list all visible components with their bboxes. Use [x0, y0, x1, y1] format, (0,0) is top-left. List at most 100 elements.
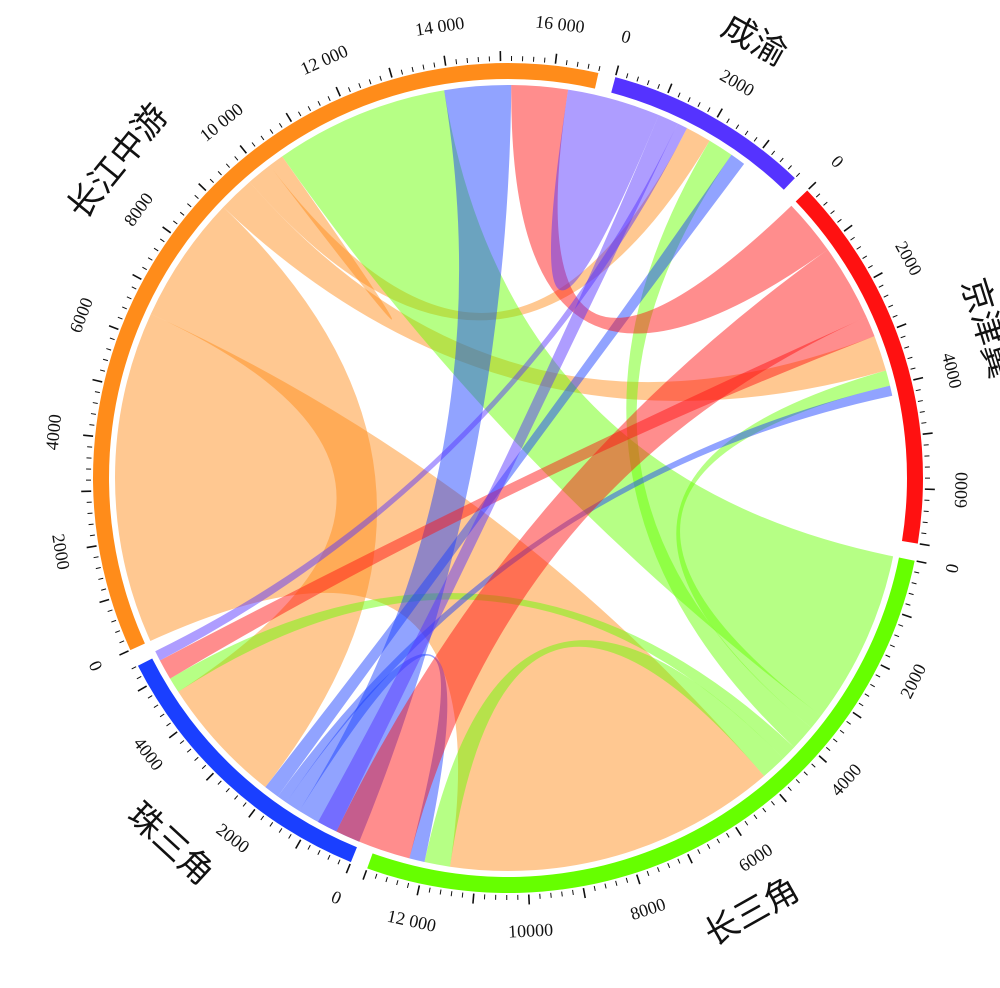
tick-mark [159, 713, 165, 718]
ribbon-6 [676, 370, 890, 728]
ribbon-0 [115, 313, 765, 871]
tick-mark [278, 828, 283, 833]
tick-mark [455, 59, 458, 65]
tick-mark [107, 609, 113, 613]
tick-mark [94, 391, 100, 394]
tick-mark [744, 820, 749, 826]
tick-mark [894, 634, 900, 638]
tick-mark [388, 67, 393, 78]
tick-mark [242, 802, 247, 807]
tick-mark [98, 577, 104, 580]
tick-mark [317, 100, 321, 106]
tick-mark [697, 849, 701, 855]
tick-mark [635, 874, 641, 885]
tick-mark [234, 795, 239, 800]
tick-mark [406, 882, 410, 888]
tick-mark [186, 748, 192, 753]
tick-mark [358, 83, 362, 89]
tick-mark [862, 255, 868, 259]
tick-mark [914, 571, 920, 574]
tick-mark [911, 582, 917, 585]
tick-mark [269, 129, 274, 134]
tick-mark [307, 844, 311, 850]
tick-mark [677, 92, 681, 98]
tick-mark [864, 693, 870, 697]
tick-mark [744, 130, 749, 136]
tick-mark [136, 676, 142, 680]
tick-mark [217, 171, 222, 176]
tick-mark [875, 674, 881, 678]
ribbon-1 [150, 207, 377, 788]
tick-mark [89, 534, 95, 537]
tick-mark [416, 885, 421, 896]
tick-mark [239, 144, 248, 154]
tick-mark [450, 891, 453, 897]
tick-mark [576, 61, 579, 67]
tick-mark [297, 111, 302, 117]
tick-mark [83, 434, 94, 437]
tick-mark [307, 106, 311, 111]
tick-mark [122, 306, 127, 310]
tick-mark [636, 76, 639, 82]
tick-mark [904, 346, 910, 349]
tick-mark [830, 210, 835, 215]
tick-mark [92, 378, 103, 383]
tick-mark [913, 376, 924, 381]
tick-mark [707, 107, 711, 113]
tick-mark [260, 815, 265, 821]
tick-label: 16 000 [534, 11, 585, 37]
tick-mark [823, 201, 828, 206]
tick-mark [278, 123, 283, 128]
tick-mark [554, 53, 558, 64]
tick-mark [179, 740, 185, 745]
segment-name-3: 长三角 [698, 870, 807, 955]
tick-mark [368, 79, 372, 85]
tick-mark [582, 887, 587, 899]
tick-mark [898, 624, 904, 627]
tick-mark [396, 880, 399, 886]
tick-mark [159, 238, 165, 243]
tick-mark [147, 695, 153, 699]
tick-mark [117, 316, 123, 320]
tick-label: 8000 [120, 189, 157, 230]
tick-label: 14 000 [414, 13, 466, 40]
tick-mark [173, 220, 178, 225]
tick-mark [345, 863, 351, 874]
tick-mark [205, 772, 215, 781]
tick-mark [919, 543, 930, 547]
ribbon-10 [299, 85, 512, 842]
tick-mark [102, 358, 109, 362]
tick-mark [131, 666, 137, 670]
tick-mark [168, 731, 178, 739]
tick-mark [108, 325, 119, 331]
tick-mark [95, 567, 101, 570]
tick-mark [194, 194, 199, 199]
tick-mark [147, 257, 153, 261]
tick-mark [915, 389, 921, 392]
tick-mark [795, 779, 800, 784]
tick-mark [269, 822, 274, 827]
tick-mark [348, 87, 351, 93]
tick-mark [646, 80, 650, 86]
tick-mark [787, 786, 792, 792]
tick-mark [716, 108, 723, 118]
tick-mark [707, 843, 711, 849]
tick-mark [109, 337, 115, 341]
tick-mark [198, 183, 207, 192]
tick-mark [657, 867, 660, 873]
ribbon-14 [511, 85, 828, 334]
tick-mark [225, 787, 230, 793]
tick-mark [260, 135, 265, 141]
segment-name-4: 珠三角 [119, 795, 221, 894]
tick-mark [856, 246, 862, 250]
tick-mark [598, 66, 601, 72]
tick-mark [362, 869, 368, 880]
tick-mark [667, 83, 673, 94]
tick-mark [615, 880, 618, 886]
tick-mark [808, 181, 817, 190]
tick-mark [86, 545, 97, 549]
tick-mark [162, 226, 172, 234]
tick-mark [825, 747, 831, 752]
tick-mark [870, 683, 875, 688]
tick-mark [852, 711, 862, 719]
